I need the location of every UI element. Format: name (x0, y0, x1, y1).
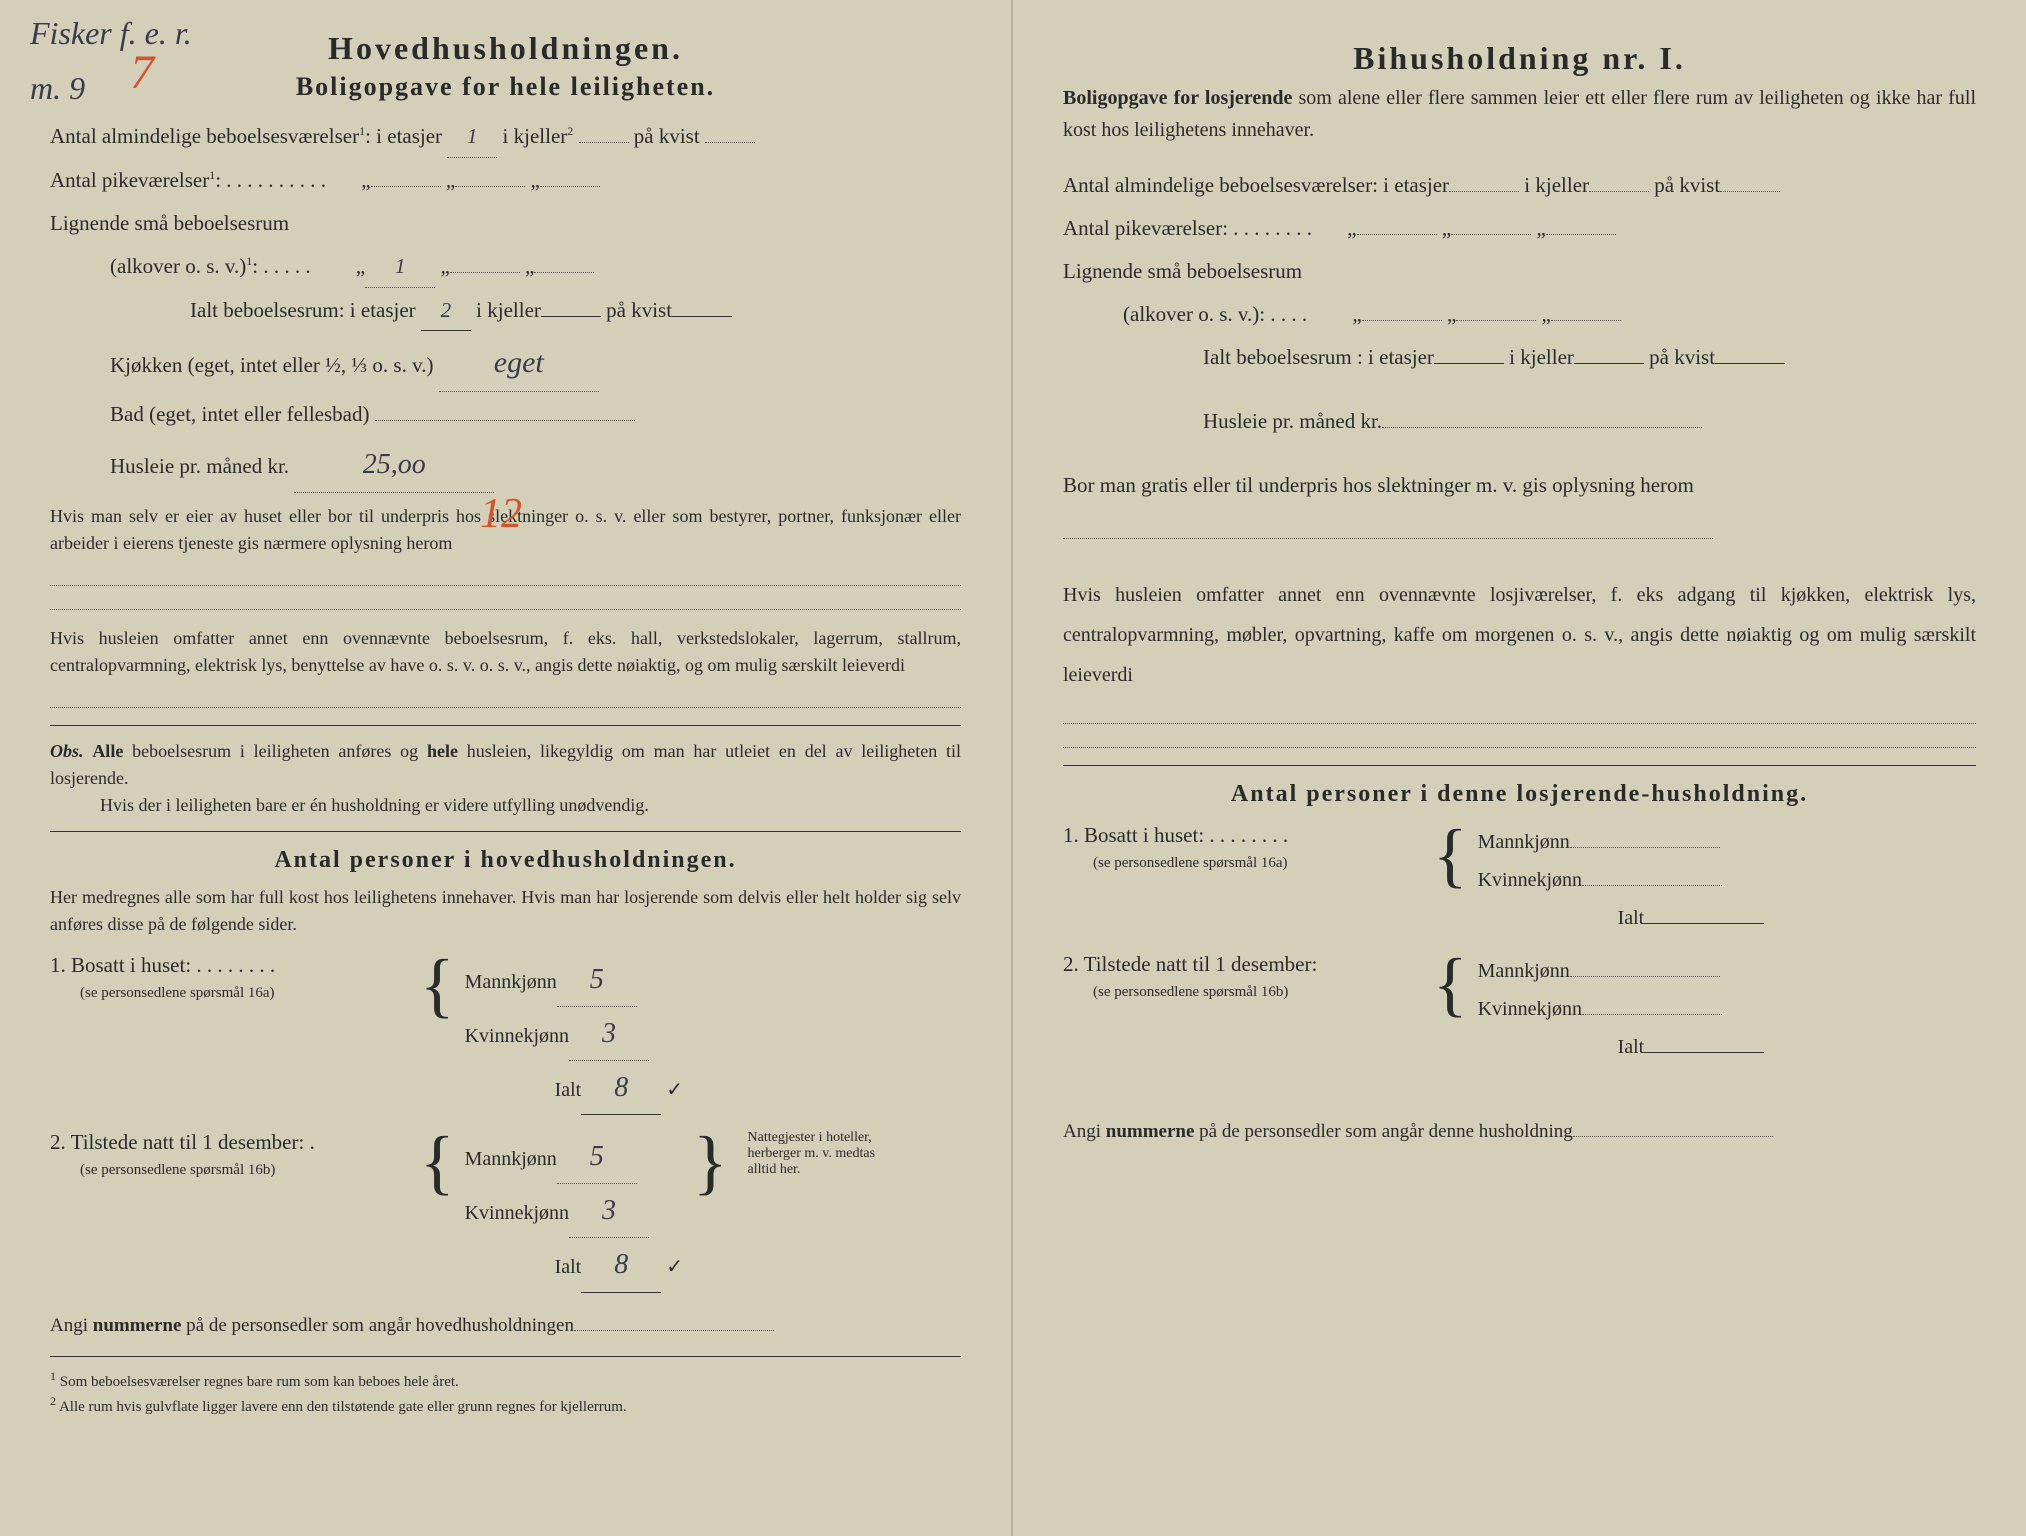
person-row-1: 1. Bosatt i huset: . . . . . . . . (se p… (50, 953, 961, 1116)
title-main-r: Bihusholdning nr. I. (1063, 40, 1976, 77)
r-note1: Bor man gratis eller til underpris hos s… (1063, 462, 1976, 554)
r-person-row-1: 1. Bosatt i huset: . . . . . . . . (se p… (1063, 823, 1976, 937)
section2-intro: Her medregnes alle som har full kost hos… (50, 884, 961, 938)
r-line1: Antal almindelige beboelsesværelser: i e… (1063, 166, 1976, 206)
label: Antal almindelige beboelsesværelser (50, 124, 359, 148)
annotation-top: Fisker f. e. r. (30, 15, 192, 52)
right-page: Bihusholdning nr. I. Boligopgave for los… (1013, 0, 2026, 1536)
r-note2: Hvis husleien omfatter annet enn ovennæv… (1063, 575, 1976, 695)
line-alkover-b: (alkover o. s. v.)1: . . . . . „1 „ „ (50, 247, 961, 288)
r-line4: Ialt beboelsesrum : i etasjer i kjeller … (1063, 338, 1976, 378)
r-line5: Husleie pr. måned kr. (1063, 402, 1976, 442)
note2: Hvis husleien omfatter annet enn ovennæv… (50, 625, 961, 679)
left-page: Fisker f. e. r. m. 9 7 12 Hovedhusholdni… (0, 0, 1013, 1536)
line-pike: Antal pikeværelser1: . . . . . . . . . .… (50, 161, 961, 201)
line-ialt: Ialt beboelsesrum: i etasjer 2 i kjeller… (50, 291, 961, 332)
line-husleie: Husleie pr. måned kr. 25,oo (50, 438, 961, 492)
line-alkover-a: Lignende små beboelsesrum (50, 204, 961, 244)
section2-title: Antal personer i hovedhusholdningen. (50, 847, 961, 874)
r-section2-title: Antal personer i denne losjerende-hushol… (1063, 781, 1976, 808)
angi-line: Angi nummerne på de personsedler som ang… (50, 1308, 961, 1344)
r-angi-line: Angi nummerne på de personsedler som ang… (1063, 1114, 1976, 1150)
intro-r: Boligopgave for losjerende som alene ell… (1063, 82, 1976, 146)
annotation-7: 7 (130, 45, 154, 100)
person-row-2: 2. Tilstede natt til 1 desember: . (se p… (50, 1130, 961, 1293)
footnote-2: 2 Alle rum hvis gulvflate ligger lavere … (50, 1394, 961, 1416)
line-bad: Bad (eget, intet eller fellesbad) (50, 395, 961, 435)
line-kjokken: Kjøkken (eget, intet eller ½, ⅓ o. s. v.… (50, 334, 961, 392)
r-line3b: (alkover o. s. v.): . . . . „ „ „ (1063, 295, 1976, 335)
r-person-row-2: 2. Tilstede natt til 1 desember: (se per… (1063, 952, 1976, 1066)
line-rooms: Antal almindelige beboelsesværelser1: i … (50, 117, 961, 158)
r-line3a: Lignende små beboelsesrum (1063, 252, 1976, 292)
annotation-12: 12 (480, 490, 522, 538)
obs-block: Obs. Alle beboelsesrum i leiligheten anf… (50, 738, 961, 819)
annotation-m9: m. 9 (30, 70, 85, 107)
r-line2: Antal pikeværelser: . . . . . . . . „ „ … (1063, 209, 1976, 249)
side-note: Nattegjester i hoteller, herberger m. v.… (748, 1130, 878, 1178)
val-etasjer: 1 (447, 117, 497, 158)
footnote-1: 1 Som beboelsesværelser regnes bare rum … (50, 1369, 961, 1391)
title-sub: Boligopgave for hele leiligheten. (50, 72, 961, 102)
